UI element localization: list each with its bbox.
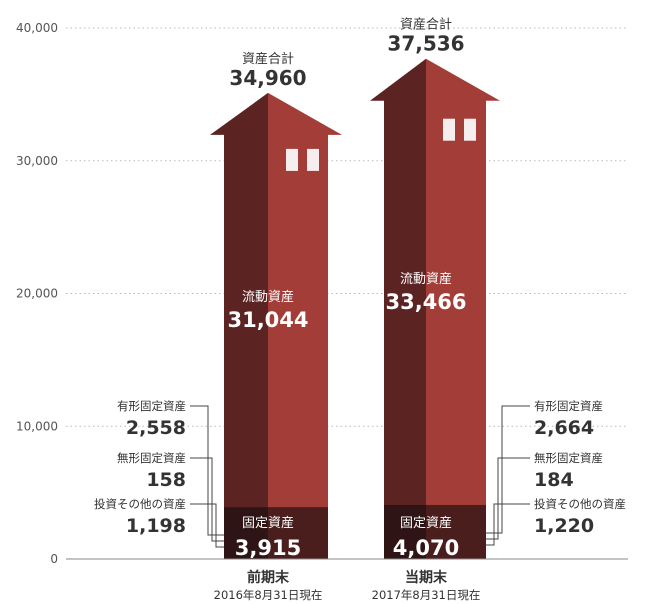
breakdown-connector xyxy=(190,405,224,536)
breakdown-layer: 有形固定資産 2,558 無形固定資産 158 投資その他の資産 1,198 有形固定資産 2… xyxy=(94,399,626,548)
breakdown-label: 有形固定資産 xyxy=(117,399,186,413)
window-icon xyxy=(307,148,319,171)
fixed-assets-bar-dark xyxy=(384,504,426,559)
breakdown-connector xyxy=(190,457,224,542)
breakdown-label: 投資その他の資産 xyxy=(94,497,186,511)
breakdown-value: 1,220 xyxy=(534,515,594,537)
x-category-label: 前期末 xyxy=(247,569,290,586)
total-label: 資産合計 xyxy=(400,17,452,33)
breakdown-value: 2,558 xyxy=(126,417,186,439)
current-assets-bar-dark xyxy=(210,92,268,508)
current-assets-bar xyxy=(426,58,500,505)
window-icon xyxy=(443,118,455,141)
current-assets-value: 31,044 xyxy=(227,308,308,332)
current-assets-bar-dark xyxy=(370,58,426,505)
total-value: 34,960 xyxy=(229,66,306,90)
total-value: 37,536 xyxy=(387,32,464,56)
labels-layer: 資産合計34,960流動資産31,044固定資産3,915資産合計37,536流… xyxy=(227,17,466,560)
current-assets-label: 流動資産 xyxy=(400,271,452,287)
breakdown-value: 158 xyxy=(146,469,186,491)
window-icon xyxy=(286,148,298,171)
fixed-assets-bar xyxy=(426,504,486,559)
y-tick-label: 30,000 xyxy=(16,154,58,168)
fixed-assets-label: 固定資産 xyxy=(400,515,452,531)
y-tick-label: 0 xyxy=(50,552,58,566)
x-axis-layer: 前期末 2016年8月31日現在 当期末 2017年8月31日現在 xyxy=(66,558,628,602)
breakdown-connector xyxy=(486,503,530,546)
breakdown-label: 有形固定資産 xyxy=(534,399,603,413)
current-assets-value: 33,466 xyxy=(385,290,466,314)
breakdown-connector xyxy=(486,457,530,540)
bars-layer xyxy=(210,58,500,559)
breakdown-value: 2,664 xyxy=(534,417,594,439)
breakdown-label: 投資その他の資産 xyxy=(534,497,626,511)
fixed-assets-bar-dark xyxy=(224,507,268,559)
breakdown-value: 1,198 xyxy=(126,515,186,537)
current-assets-bar xyxy=(268,92,342,508)
breakdown-value: 184 xyxy=(534,469,574,491)
fixed-assets-value: 3,915 xyxy=(235,536,301,560)
x-category-date: 2016年8月31日現在 xyxy=(214,588,323,602)
current-assets-label: 流動資産 xyxy=(242,289,294,305)
breakdown-label: 無形固定資産 xyxy=(534,451,603,465)
y-tick-label: 40,000 xyxy=(16,21,58,35)
y-tick-label: 20,000 xyxy=(16,287,58,301)
total-label: 資産合計 xyxy=(242,51,294,67)
x-category-label: 当期末 xyxy=(405,569,448,586)
window-icon xyxy=(464,118,476,141)
fixed-assets-label: 固定資産 xyxy=(242,515,294,531)
fixed-assets-value: 4,070 xyxy=(393,536,459,560)
y-tick-label: 10,000 xyxy=(16,419,58,433)
grid-layer: 0 10,000 20,000 30,000 40,000 xyxy=(16,21,628,566)
breakdown-connector xyxy=(190,503,224,548)
fixed-assets-bar xyxy=(268,507,328,559)
breakdown-label: 無形固定資産 xyxy=(117,451,186,465)
x-category-date: 2017年8月31日現在 xyxy=(372,588,481,602)
breakdown-connector xyxy=(486,405,530,534)
